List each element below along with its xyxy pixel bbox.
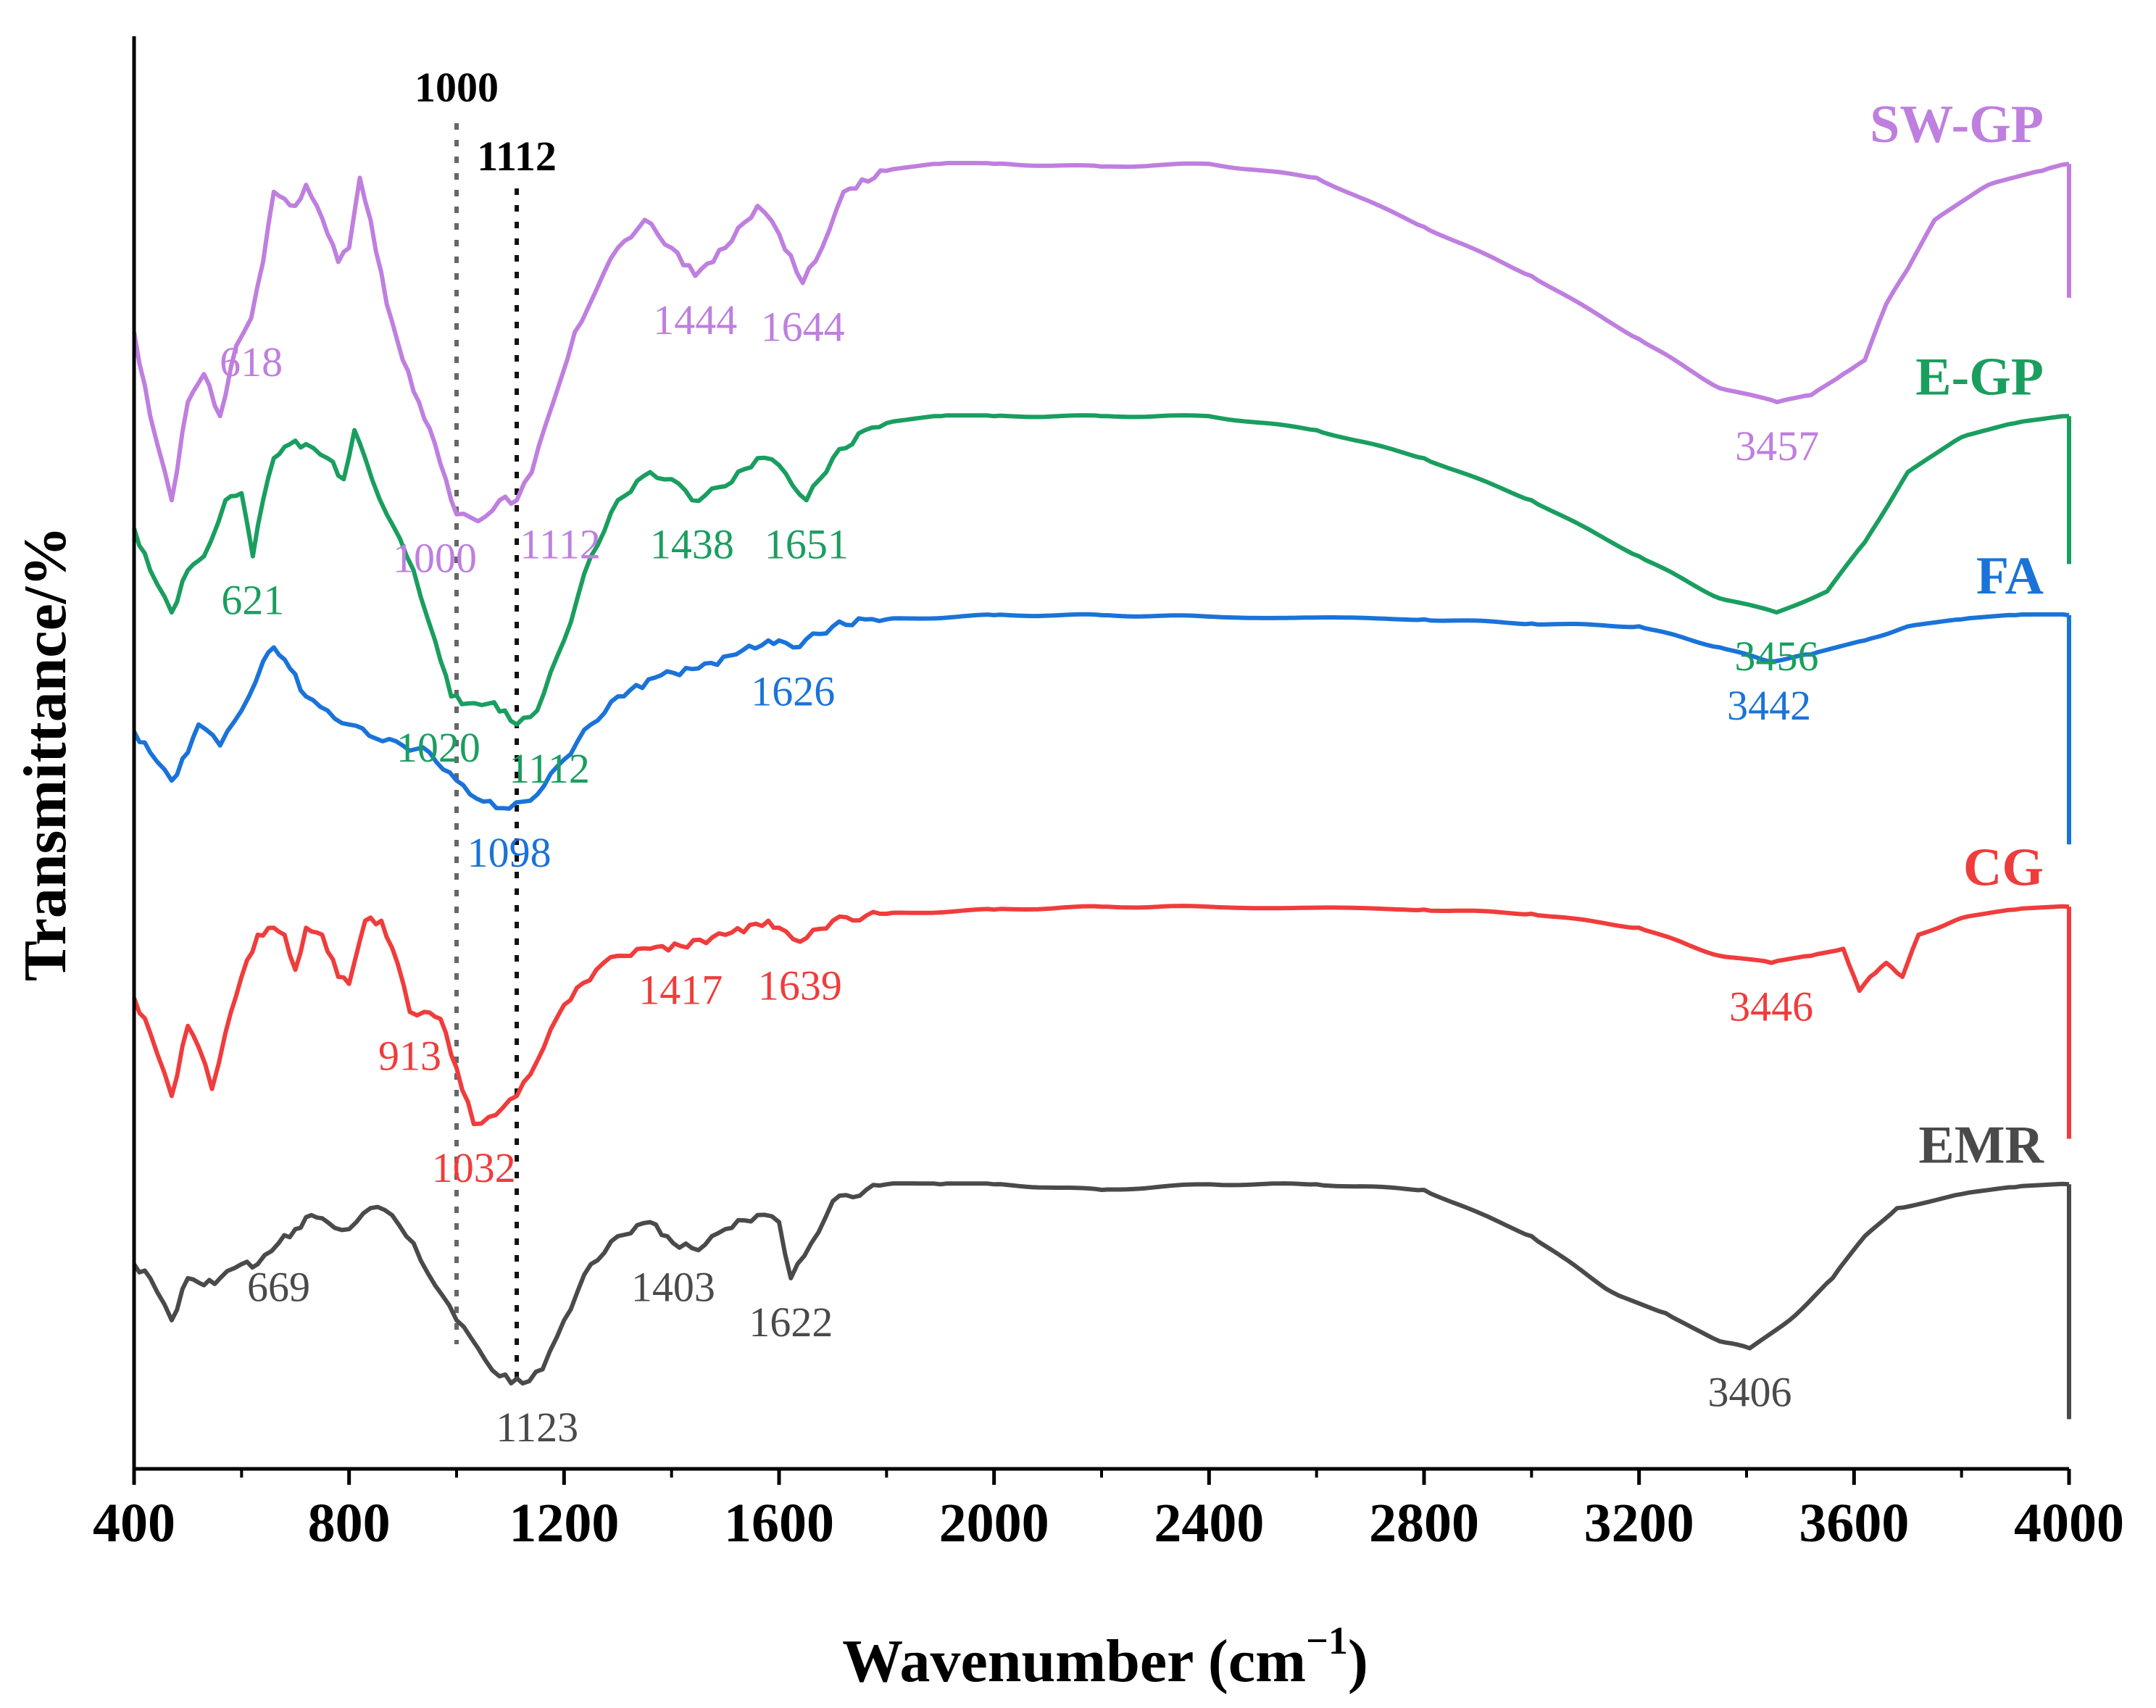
series-line-emr bbox=[132, 1181, 2070, 1386]
x-tick-label: 2800 bbox=[1369, 1493, 1479, 1554]
peak-label-e-gp-1020: 1020 bbox=[396, 724, 480, 771]
peak-label-sw-gp-1644: 1644 bbox=[761, 303, 845, 350]
peak-label-fa-1626: 1626 bbox=[751, 667, 835, 715]
peak-label-cg-3446: 3446 bbox=[1729, 983, 1813, 1030]
peak-label-sw-gp-1112: 1112 bbox=[520, 520, 601, 567]
peak-label-cg-1417: 1417 bbox=[638, 966, 723, 1013]
x-tick-label: 1600 bbox=[724, 1493, 834, 1554]
series-line-fa bbox=[132, 612, 2070, 811]
x-tick-label: 800 bbox=[308, 1493, 391, 1554]
peak-label-emr-669: 669 bbox=[247, 1264, 310, 1311]
peak-label-e-gp-1112: 1112 bbox=[509, 745, 590, 792]
ref-line-label-1000: 1000 bbox=[415, 64, 499, 111]
x-tick-label: 2400 bbox=[1154, 1493, 1264, 1554]
peak-label-e-gp-1651: 1651 bbox=[765, 520, 849, 567]
x-tick-label: 1200 bbox=[509, 1493, 619, 1554]
peak-labels: 618 1000 1112 1444 1644 3457 621 1020 1112 1438 16… bbox=[220, 296, 1819, 1451]
x-tick-label: 3200 bbox=[1584, 1493, 1694, 1554]
peak-label-e-gp-621: 621 bbox=[221, 577, 284, 624]
x-axis-ticks: 400 800 1200 1600 2000 2400 2800 3200 3600 4000 bbox=[93, 1469, 2124, 1554]
peak-label-emr-3406: 3406 bbox=[1707, 1369, 1791, 1416]
reference-lines: 1000 1112 bbox=[415, 64, 557, 1380]
peak-label-e-gp-3456: 3456 bbox=[1735, 633, 1819, 680]
series-name-emr: EMR bbox=[1918, 1115, 2044, 1175]
peak-label-cg-1639: 1639 bbox=[758, 962, 842, 1009]
series-line-e-gp bbox=[132, 413, 2070, 727]
x-tick-label: 400 bbox=[93, 1493, 175, 1554]
peak-label-e-gp-1438: 1438 bbox=[650, 520, 734, 567]
x-tick-label: 3600 bbox=[1799, 1493, 1909, 1554]
peak-label-cg-1032: 1032 bbox=[432, 1144, 516, 1191]
ref-line-label-1112: 1112 bbox=[477, 133, 557, 180]
x-axis-title-main: Wavenumber (cm bbox=[842, 1628, 1306, 1695]
y-axis-title: Transmittance/% bbox=[12, 526, 79, 981]
peak-label-sw-gp-3457: 3457 bbox=[1735, 422, 1819, 470]
x-tick-label: 4000 bbox=[2014, 1493, 2124, 1554]
series-line-cg bbox=[132, 904, 2070, 1127]
series-name-e-gp: E-GP bbox=[1915, 347, 2044, 407]
series-name-cg: CG bbox=[1963, 838, 2044, 897]
peak-label-fa-1098: 1098 bbox=[467, 829, 552, 876]
peak-label-cg-913: 913 bbox=[378, 1032, 441, 1079]
series-name-fa: FA bbox=[1976, 546, 2044, 606]
peak-label-emr-1622: 1622 bbox=[749, 1299, 833, 1346]
peak-label-sw-gp-1444: 1444 bbox=[653, 296, 737, 343]
peak-label-sw-gp-618: 618 bbox=[220, 338, 283, 386]
peak-label-emr-1123: 1123 bbox=[496, 1404, 578, 1451]
x-axis-title-close: ) bbox=[1348, 1628, 1368, 1695]
series-line-sw-gp bbox=[132, 161, 2070, 524]
series-name-sw-gp: SW-GP bbox=[1870, 95, 2044, 154]
peak-label-sw-gp-1000: 1000 bbox=[393, 535, 477, 582]
x-axis-title-sup: −1 bbox=[1306, 1619, 1348, 1662]
peak-label-fa-3442: 3442 bbox=[1727, 682, 1811, 729]
peak-label-emr-1403: 1403 bbox=[631, 1264, 715, 1311]
spectra-series bbox=[132, 161, 2071, 1420]
x-axis-title: Wavenumber (cm−1) bbox=[842, 1619, 1368, 1695]
x-tick-label: 2000 bbox=[939, 1493, 1049, 1554]
series-name-labels: SW-GP E-GP FA CG EMR bbox=[1870, 95, 2044, 1175]
